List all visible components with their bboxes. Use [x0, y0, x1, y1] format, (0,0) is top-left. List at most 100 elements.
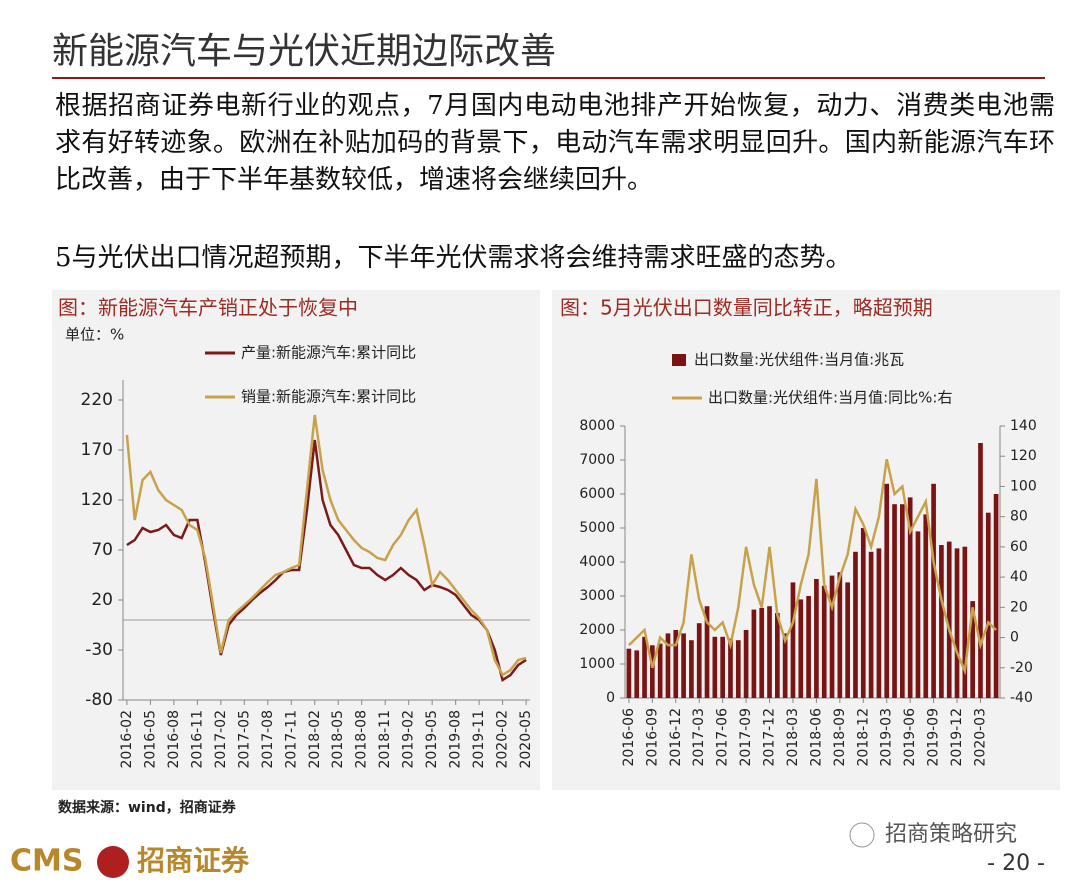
x-tick-label: 2017-08 [260, 710, 276, 769]
legend-label: 出口数量:光伏组件:当月值:同比%:右 [708, 389, 952, 407]
company: 招商证券 [137, 844, 250, 877]
y-tick-label: -80 [85, 690, 113, 710]
bar [876, 548, 882, 698]
bar [837, 572, 843, 698]
bar [985, 512, 991, 698]
x-tick-label: 2017-09 [738, 708, 754, 767]
y-tick-label: -30 [85, 640, 113, 660]
bar [665, 633, 671, 698]
bar [915, 531, 921, 698]
bar [884, 483, 890, 698]
bar [860, 528, 866, 698]
bar [751, 609, 757, 698]
y-tick-label: 120 [81, 490, 113, 510]
x-tick-label: 2019-03 [879, 708, 895, 767]
unit-label: 单位：% [65, 326, 124, 344]
x-tick-label: 2018-06 [808, 708, 824, 767]
x-tick-label: 2017-05 [236, 710, 252, 769]
x-tick-label: 2018-02 [307, 710, 323, 769]
y-tick-label: 220 [81, 390, 113, 410]
x-tick-label: 2016-09 [644, 708, 660, 767]
bar [626, 648, 632, 698]
x-tick-label: 2016-06 [621, 708, 637, 767]
bar [892, 504, 897, 698]
y2-tick-label: -40 [1010, 690, 1033, 706]
line [126, 439, 527, 682]
bar [775, 613, 780, 698]
bar [845, 582, 850, 698]
bar [900, 504, 905, 698]
y-tick-label: 6000 [579, 486, 615, 502]
page-number: - 20 - [987, 851, 1045, 876]
legend-label: 产量:新能源汽车:累计同比 [241, 344, 416, 362]
y-tick-label: 5000 [579, 520, 615, 536]
bar [767, 606, 772, 698]
slide-title: 新能源汽车与光伏近期边际改善 [52, 31, 557, 72]
account: 招商策略研究 [885, 822, 1017, 847]
source: 数据来源：wind，招商证券 [58, 799, 237, 816]
x-tick-label: 2016-08 [166, 710, 182, 769]
bar [868, 551, 874, 698]
y-tick-label: 70 [91, 540, 113, 560]
x-tick-label: 2019-08 [448, 710, 464, 769]
x-tick-label: 2020-05 [518, 710, 534, 769]
bar [853, 551, 858, 698]
y-tick-label: 1000 [579, 656, 615, 672]
bar [954, 548, 960, 698]
x-tick-label: 2018-03 [785, 708, 801, 767]
y-tick-label: 4000 [579, 554, 615, 570]
x-tick-label: 2016-11 [189, 710, 205, 769]
bar [681, 633, 686, 698]
y-tick-label: 20 [91, 590, 113, 610]
bar [970, 601, 975, 698]
x-tick-label: 2019-12 [949, 708, 965, 767]
x-tick-label: 2017-03 [691, 708, 707, 767]
y-tick-label: 0 [606, 690, 615, 706]
y-tick-label: 3000 [579, 588, 615, 604]
x-tick-label: 2017-12 [762, 708, 778, 767]
x-tick-label: 2018-08 [354, 710, 370, 769]
x-tick-label: 2017-06 [715, 708, 731, 767]
bar [712, 636, 718, 698]
bar [978, 443, 983, 698]
bar [962, 546, 968, 698]
line [125, 414, 527, 677]
bar [743, 630, 749, 698]
bar [790, 582, 796, 698]
x-tick-label: 2019-11 [471, 710, 487, 769]
bar [798, 599, 804, 698]
bar [946, 541, 952, 698]
x-tick-label: 2017-11 [283, 710, 299, 769]
bar [759, 607, 765, 698]
bar [673, 630, 679, 698]
bar [735, 640, 741, 698]
bar [642, 636, 647, 698]
y2-tick-label: 60 [1010, 539, 1028, 555]
x-tick-label: 2019-09 [926, 708, 942, 767]
x-tick-label: 2018-12 [855, 708, 871, 767]
bar [657, 643, 663, 698]
bar [696, 623, 702, 698]
legend-label: 销量:新能源汽车:累计同比 [241, 388, 416, 406]
logo-icon [97, 846, 129, 878]
legend-swatch [672, 354, 686, 366]
y-tick-label: 8000 [579, 418, 615, 434]
line [628, 458, 997, 676]
chart-title: 图：5月光伏出口数量同比转正，略超预期 [560, 296, 933, 320]
y2-tick-label: 0 [1010, 630, 1019, 646]
bar [923, 514, 929, 698]
chart-title: 图：新能源汽车产销正处于恢复中 [58, 296, 358, 320]
y-tick-label: 7000 [579, 452, 615, 468]
bar [704, 606, 710, 698]
x-tick-label: 2018-11 [377, 710, 393, 769]
y-tick-label: 2000 [579, 622, 615, 638]
x-tick-label: 2019-05 [424, 710, 440, 769]
bar [821, 585, 827, 698]
title-rule [52, 77, 1045, 79]
x-tick-label: 2018-09 [832, 708, 848, 767]
bar [782, 633, 788, 698]
bar [829, 575, 835, 698]
panel [552, 290, 1060, 790]
